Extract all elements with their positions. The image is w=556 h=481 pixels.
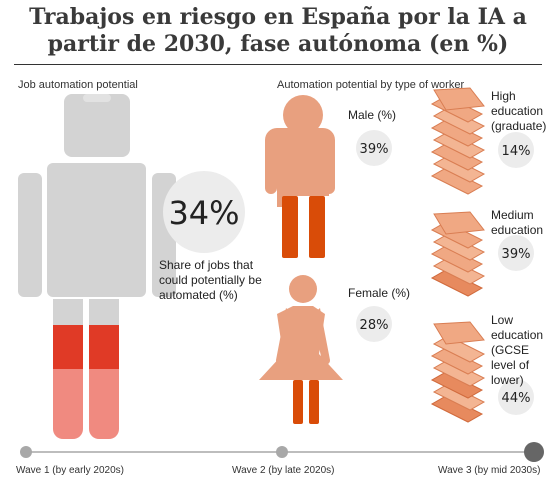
male-percent-circle bbox=[356, 130, 392, 166]
timeline-dot-wave2 bbox=[276, 446, 288, 458]
medium-edu-label: Medium education bbox=[491, 208, 543, 238]
medium-edu-label-line-2: education bbox=[491, 223, 544, 237]
female-percent-circle bbox=[356, 306, 392, 342]
book-stack-medium bbox=[430, 211, 486, 297]
low-edu-label-line-4: level of bbox=[491, 358, 530, 372]
medium-edu-percent-circle bbox=[498, 235, 534, 271]
timeline-label-wave1: Wave 1 (by early 2020s) bbox=[16, 465, 125, 476]
robot-figure bbox=[18, 94, 176, 439]
robot-body bbox=[47, 163, 146, 297]
chart-title: Trabajos en riesgo en España por la IA a… bbox=[0, 4, 556, 58]
female-label: Female (%) bbox=[348, 286, 411, 300]
high-edu-percent-circle bbox=[498, 132, 534, 168]
title-divider bbox=[14, 64, 542, 65]
low-edu-label-line-2: education bbox=[491, 328, 544, 342]
right-heading: Automation potential by type of worker bbox=[277, 79, 465, 91]
medium-edu-label-line-1: Medium bbox=[491, 208, 534, 222]
main-percent: 34% bbox=[168, 194, 239, 232]
male-label: Male (%) bbox=[348, 108, 397, 122]
high-edu-label-line-2: education bbox=[491, 104, 544, 118]
main-caption-line-2: could potentially be bbox=[159, 273, 262, 287]
high-edu-label-line-1: High bbox=[491, 89, 516, 103]
low-edu-percent: 44% bbox=[502, 391, 531, 406]
high-edu-label-line-3: (graduate) bbox=[491, 119, 547, 133]
low-edu-percent-circle bbox=[498, 379, 534, 415]
low-edu-label-line-1: Low bbox=[491, 313, 514, 327]
timeline-dot-wave3 bbox=[524, 442, 544, 462]
timeline-dot-wave1 bbox=[20, 446, 32, 458]
left-heading: Job automation potential bbox=[18, 79, 138, 91]
title-line-2: partir de 2030, fase autónoma (en %) bbox=[47, 31, 509, 57]
main-caption-line-1: Share of jobs that bbox=[159, 258, 254, 272]
robot-leg-wave1 bbox=[53, 369, 83, 439]
title-line-1: Trabajos en riesgo en España por la IA a bbox=[29, 4, 527, 30]
robot-left-arm bbox=[18, 173, 42, 297]
low-edu-label-line-5: lower) bbox=[491, 373, 524, 387]
timeline-label-wave3: Wave 3 (by mid 2030s) bbox=[438, 465, 541, 476]
male-figure bbox=[265, 95, 335, 258]
high-edu-percent: 14% bbox=[502, 144, 531, 159]
low-edu-label-line-3: (GCSE bbox=[491, 343, 530, 357]
main-percent-circle bbox=[163, 171, 245, 253]
main-caption: Share of jobs that could potentially be … bbox=[159, 258, 262, 303]
main-caption-line-3: automated (%) bbox=[159, 288, 238, 302]
robot-leg-wave2 bbox=[53, 325, 83, 369]
medium-edu-percent: 39% bbox=[502, 247, 531, 262]
book-stack-low bbox=[430, 321, 486, 423]
low-edu-label: Low education (GCSE level of lower) bbox=[491, 313, 543, 388]
timeline-label-wave2: Wave 2 (by late 2020s) bbox=[232, 465, 335, 476]
male-percent: 39% bbox=[360, 142, 389, 157]
female-figure bbox=[259, 275, 343, 424]
book-stack-high bbox=[430, 87, 486, 195]
robot-head bbox=[64, 94, 130, 157]
high-edu-label: High education (graduate) bbox=[491, 89, 546, 134]
female-percent: 28% bbox=[360, 318, 389, 333]
